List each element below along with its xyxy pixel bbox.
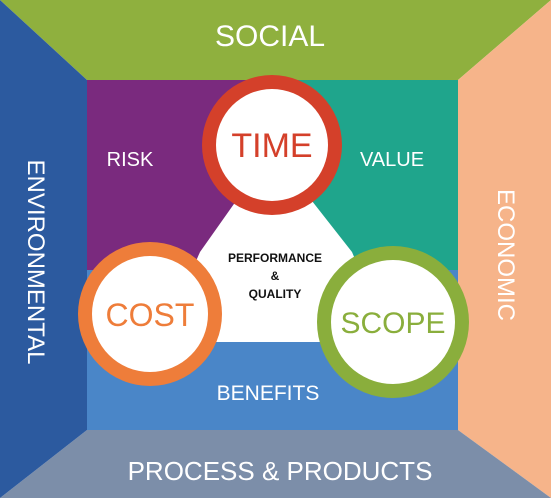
scope-circle-inner <box>331 260 455 384</box>
risk-label: RISK <box>107 149 154 171</box>
performance-label: PERFORMANCE <box>228 251 322 265</box>
environmental-band <box>0 0 87 498</box>
time-circle-inner <box>216 89 328 201</box>
social-label: SOCIAL <box>215 20 325 53</box>
quality-label: QUALITY <box>249 287 302 301</box>
scope-label: SCOPE <box>340 307 445 340</box>
social-band <box>0 0 551 80</box>
ampersand-label: & <box>271 269 280 283</box>
value-label: VALUE <box>360 149 424 171</box>
process-products-band <box>0 430 551 498</box>
economic-label: ECONOMIC <box>492 189 519 321</box>
environmental-label: ENVIRONMENTAL <box>22 160 49 365</box>
economic-band <box>458 0 551 498</box>
time-label: TIME <box>231 127 312 165</box>
cost-label: COST <box>106 297 195 333</box>
cost-circle-inner <box>92 256 208 372</box>
process-products-label: PROCESS & PRODUCTS <box>128 456 433 486</box>
benefits-label: BENEFITS <box>217 382 320 405</box>
